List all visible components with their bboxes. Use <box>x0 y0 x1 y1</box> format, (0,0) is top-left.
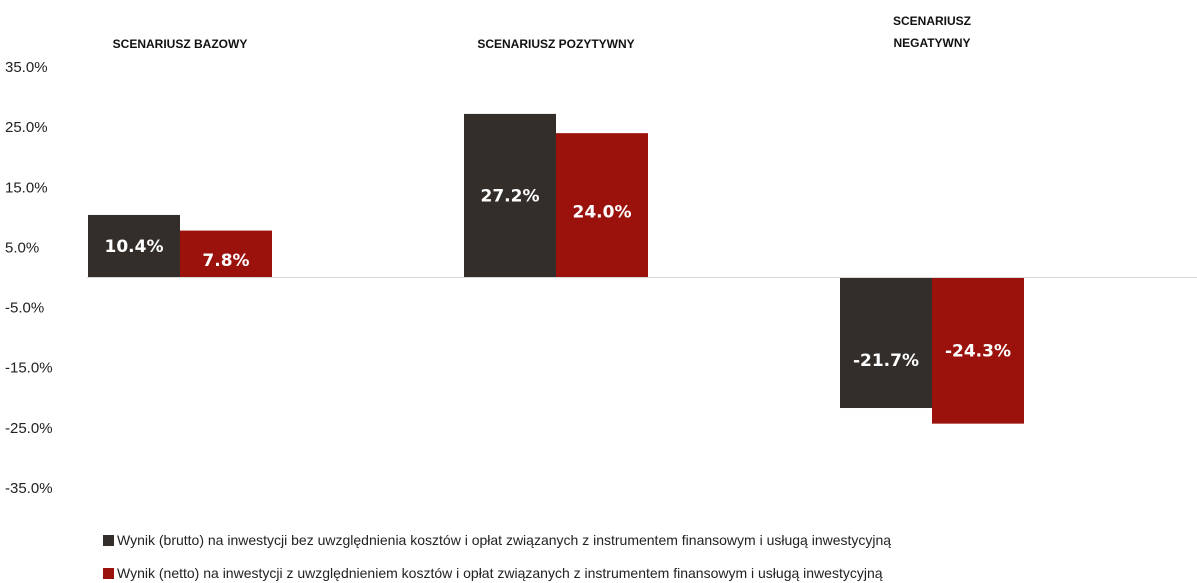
bar <box>464 113 556 278</box>
data-label: 7.8% <box>202 251 249 271</box>
bars <box>88 113 1024 424</box>
y-tick-label: 35.0% <box>5 59 48 76</box>
data-label: -21.7% <box>853 351 919 371</box>
legend-item-brutto: Wynik (brutto) na inwestycji bez uwzględ… <box>103 532 891 548</box>
data-labels: 10.4% 27.2% -21.7% 7.8% 24.0% -24.3% <box>105 187 1012 371</box>
legend-label-brutto: Wynik (brutto) na inwestycji bez uwzględ… <box>117 532 892 548</box>
legend-swatch-brutto <box>103 535 114 546</box>
y-tick-label: -35.0% <box>5 480 53 497</box>
category-header: SCENARIUSZ POZYTYWNY <box>477 37 634 51</box>
category-header: SCENARIUSZ <box>893 14 971 28</box>
legend-swatch-netto <box>103 568 114 579</box>
data-label: -24.3% <box>945 342 1011 362</box>
bar <box>840 277 932 409</box>
y-tick-label: -5.0% <box>5 300 44 317</box>
y-tick-label: -25.0% <box>5 420 53 437</box>
category-headers: SCENARIUSZ BAZOWY SCENARIUSZ POZYTYWNY SCE… <box>113 14 971 51</box>
y-tick-label: 25.0% <box>5 119 48 136</box>
data-label: 10.4% <box>105 237 164 257</box>
legend-item-netto: Wynik (netto) na inwestycji z uwzględnie… <box>103 565 883 581</box>
bar <box>556 133 648 278</box>
y-tick-label: -15.0% <box>5 360 53 377</box>
data-label: 24.0% <box>573 202 632 222</box>
y-tick-label: 15.0% <box>5 179 48 196</box>
y-axis: 35.0% 25.0% 15.0% 5.0% -5.0% -15.0% -25.0% -35.… <box>5 59 53 497</box>
data-label: 27.2% <box>481 187 540 207</box>
bar <box>88 214 180 278</box>
bar <box>932 277 1024 424</box>
legend-label-netto: Wynik (netto) na inwestycji z uwzględnie… <box>117 565 883 581</box>
category-header: SCENARIUSZ BAZOWY <box>113 37 248 51</box>
y-tick-label: 5.0% <box>5 239 39 256</box>
category-header: NEGATYWNY <box>893 36 970 50</box>
bar <box>180 230 272 278</box>
